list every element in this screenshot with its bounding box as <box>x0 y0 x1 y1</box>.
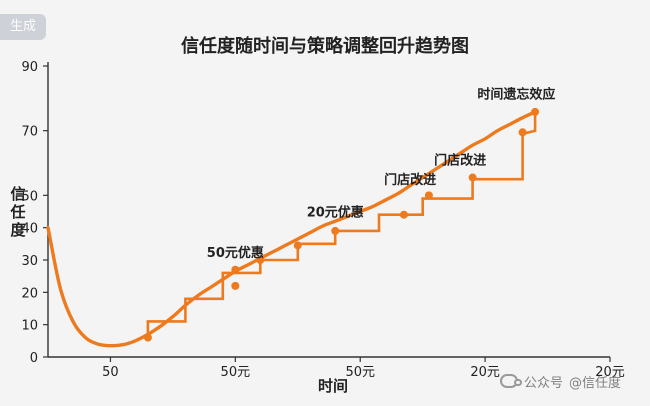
watermark-name: @信任度 <box>569 375 622 391</box>
chart-title: 信任度随时间与策略调整回升趋势图 <box>181 35 469 57</box>
x-tick-label: 50元 <box>221 365 251 380</box>
y-axis-label-char: 信 <box>10 185 25 203</box>
annotation-label: 50元优惠 <box>207 245 264 261</box>
y-tick-label: 50 <box>21 189 38 204</box>
axes <box>47 62 610 358</box>
data-point <box>518 128 527 137</box>
step-line <box>146 111 537 338</box>
x-tick-label: 20元 <box>595 365 625 380</box>
data-point <box>331 226 340 235</box>
y-axis-label: 信任度 <box>9 185 26 239</box>
x-tick-label: 50 <box>102 365 119 380</box>
y-axis-label-char: 任 <box>9 203 25 221</box>
data-point <box>231 265 240 274</box>
y-tick-label: 10 <box>21 319 38 334</box>
y-tick-label: 0 <box>30 351 38 366</box>
annotation-label: 门店改进 <box>384 172 436 188</box>
wechat-icon <box>500 374 522 388</box>
data-point <box>531 107 540 116</box>
step-line-layer <box>146 111 537 338</box>
y-tick-label: 90 <box>21 60 38 75</box>
x-ticks: 50 50元 50元 20元 20元 <box>102 357 625 380</box>
data-point <box>424 191 433 200</box>
watermark-prefix: 公众号 <box>524 375 564 391</box>
annotation-label: 20元优惠 <box>307 204 364 220</box>
data-point <box>399 210 408 219</box>
y-axis-label-char: 度 <box>10 221 26 239</box>
y-tick-label: 20 <box>21 286 38 301</box>
data-point <box>143 333 152 342</box>
y-ticks: 0 10 20 30 40 50 70 90 <box>21 60 48 366</box>
x-tick-label: 50元 <box>345 365 375 380</box>
x-axis-label: 时间 <box>318 377 348 395</box>
data-point <box>293 241 302 250</box>
x-tick-label: 20元 <box>470 365 500 380</box>
annotation-label: 时间遗忘效应 <box>477 86 555 102</box>
data-point <box>256 256 265 264</box>
y-tick-label: 70 <box>21 125 38 140</box>
data-point <box>231 281 240 290</box>
y-tick-label: 30 <box>21 254 38 269</box>
watermark: 公众号 @信任度 <box>500 370 621 392</box>
points-layer <box>143 107 540 342</box>
generated-badge: 生成 <box>0 14 46 40</box>
annotation-label: 门店改进 <box>434 153 486 169</box>
data-point <box>468 173 477 182</box>
curve-layer <box>46 110 537 348</box>
trust-curve <box>46 110 537 348</box>
y-tick-label: 40 <box>21 222 38 237</box>
